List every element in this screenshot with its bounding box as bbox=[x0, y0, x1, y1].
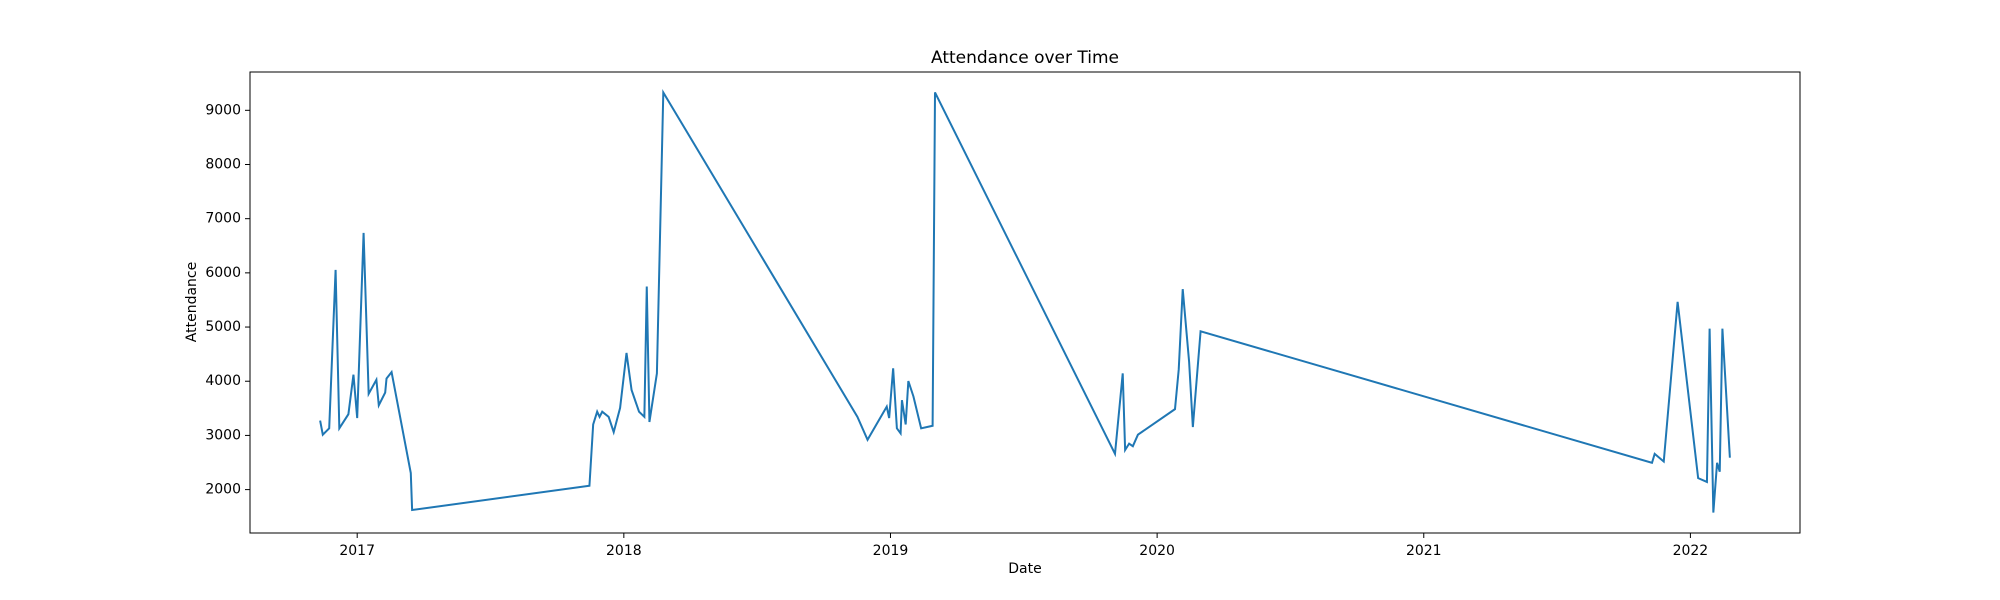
y-tick-label: 3000 bbox=[205, 427, 241, 443]
y-tick-label: 2000 bbox=[205, 482, 241, 498]
y-tick-label: 7000 bbox=[205, 211, 241, 227]
y-tick-label: 4000 bbox=[205, 373, 241, 389]
y-tick-label: 9000 bbox=[205, 102, 241, 118]
x-tick-label: 2020 bbox=[1139, 543, 1175, 559]
data-line bbox=[319, 88, 1731, 513]
x-axis-label: Date bbox=[1008, 561, 1041, 577]
x-tick-label: 2017 bbox=[339, 543, 375, 559]
chart-title: Attendance over Time bbox=[931, 48, 1119, 68]
x-tick-label: 2018 bbox=[606, 543, 642, 559]
y-axis-label: Attendance bbox=[184, 262, 200, 342]
x-tick-label: 2022 bbox=[1673, 543, 1709, 559]
y-tick-label: 5000 bbox=[205, 319, 241, 335]
x-tick-label: 2021 bbox=[1406, 543, 1442, 559]
x-tick-label: 2019 bbox=[873, 543, 909, 559]
plot-frame bbox=[249, 71, 1801, 534]
y-tick-label: 8000 bbox=[205, 156, 241, 172]
y-tick-label: 6000 bbox=[205, 265, 241, 281]
